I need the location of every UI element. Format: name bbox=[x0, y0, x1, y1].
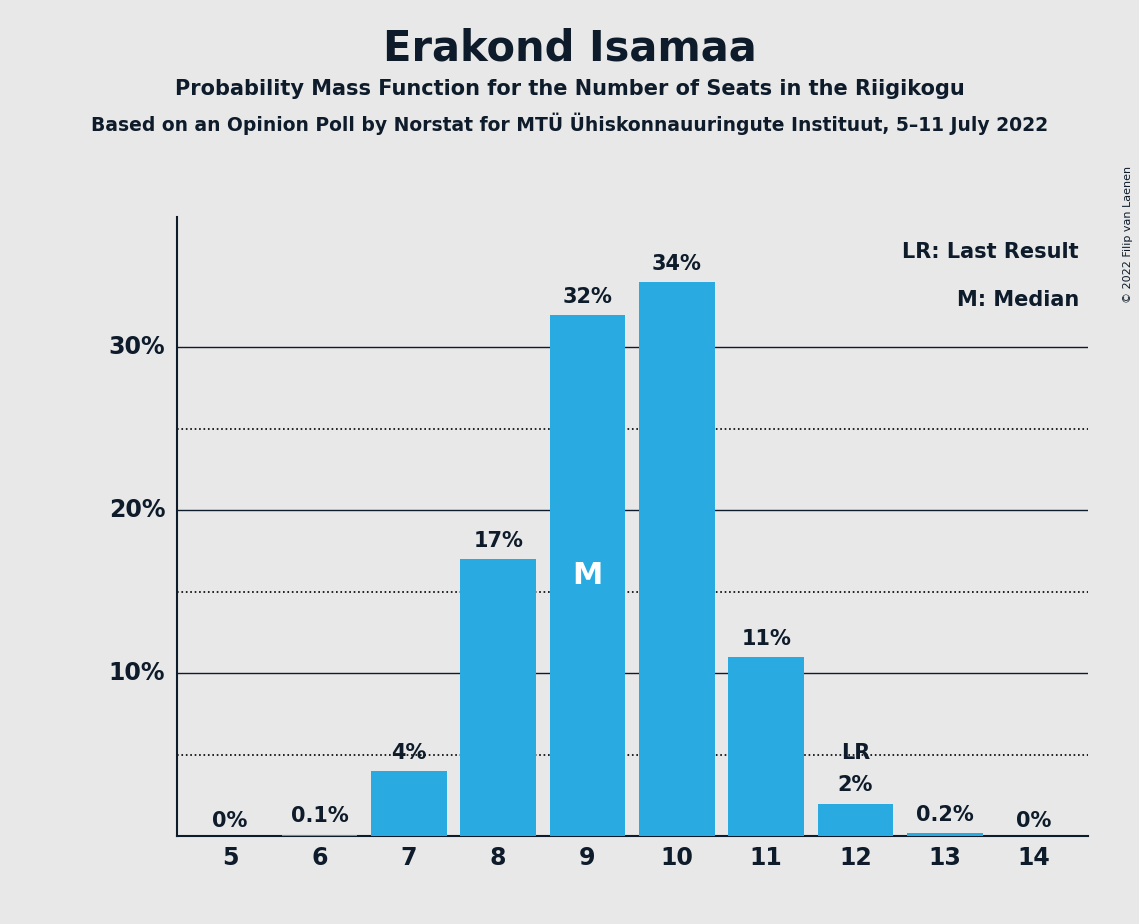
Text: M: M bbox=[572, 561, 603, 590]
Text: LR: LR bbox=[841, 743, 870, 763]
Bar bbox=[818, 804, 893, 836]
Text: 10%: 10% bbox=[108, 662, 165, 686]
Text: 30%: 30% bbox=[108, 335, 165, 359]
Text: 34%: 34% bbox=[652, 254, 702, 274]
Text: Erakond Isamaa: Erakond Isamaa bbox=[383, 28, 756, 69]
Text: 17%: 17% bbox=[473, 531, 523, 551]
Text: 0.2%: 0.2% bbox=[916, 805, 974, 825]
Text: 20%: 20% bbox=[108, 498, 165, 522]
Text: LR: Last Result: LR: Last Result bbox=[902, 241, 1079, 261]
Text: © 2022 Filip van Laenen: © 2022 Filip van Laenen bbox=[1123, 166, 1133, 303]
Text: 11%: 11% bbox=[741, 629, 792, 649]
Bar bbox=[728, 657, 804, 836]
Text: Probability Mass Function for the Number of Seats in the Riigikogu: Probability Mass Function for the Number… bbox=[174, 79, 965, 99]
Text: 4%: 4% bbox=[391, 743, 426, 763]
Bar bbox=[371, 771, 446, 836]
Text: 2%: 2% bbox=[838, 775, 874, 796]
Bar bbox=[460, 559, 536, 836]
Text: M: Median: M: Median bbox=[957, 290, 1079, 310]
Bar bbox=[281, 834, 358, 836]
Text: 32%: 32% bbox=[563, 286, 613, 307]
Bar bbox=[639, 283, 715, 836]
Bar bbox=[549, 315, 625, 836]
Text: Based on an Opinion Poll by Norstat for MTÜ Ühiskonnauuringute Instituut, 5–11 J: Based on an Opinion Poll by Norstat for … bbox=[91, 113, 1048, 135]
Text: 0.1%: 0.1% bbox=[290, 807, 349, 826]
Bar bbox=[907, 833, 983, 836]
Text: 0%: 0% bbox=[213, 811, 248, 832]
Text: 0%: 0% bbox=[1016, 811, 1051, 832]
